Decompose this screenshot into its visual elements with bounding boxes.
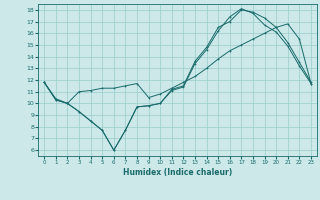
- X-axis label: Humidex (Indice chaleur): Humidex (Indice chaleur): [123, 168, 232, 177]
